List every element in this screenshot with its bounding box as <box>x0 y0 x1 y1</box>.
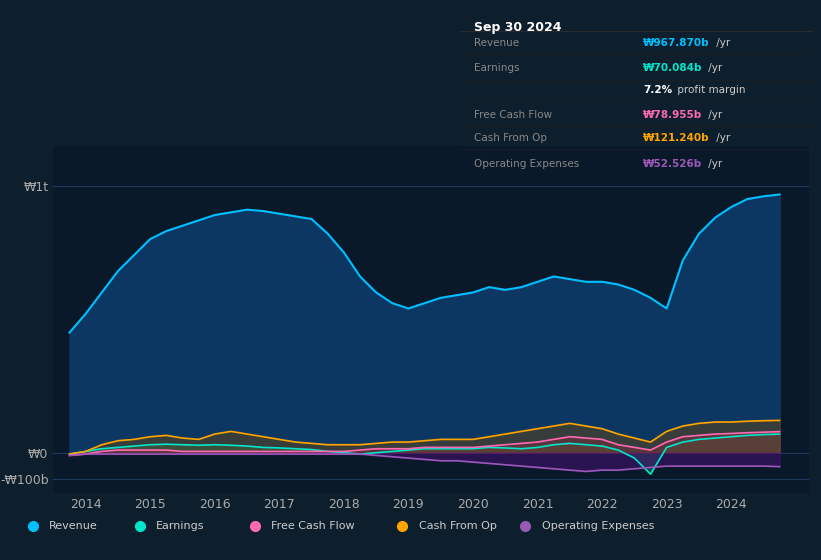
Text: Cash From Op: Cash From Op <box>419 521 497 531</box>
Text: Cash From Op: Cash From Op <box>474 133 547 143</box>
Text: /yr: /yr <box>705 110 722 120</box>
Text: ₩121.240b: ₩121.240b <box>644 133 710 143</box>
Text: /yr: /yr <box>713 133 731 143</box>
Text: Earnings: Earnings <box>156 521 204 531</box>
Text: Free Cash Flow: Free Cash Flow <box>271 521 355 531</box>
Text: /yr: /yr <box>705 63 722 73</box>
Text: 7.2%: 7.2% <box>644 85 672 95</box>
Text: /yr: /yr <box>713 38 731 48</box>
Text: Earnings: Earnings <box>474 63 520 73</box>
Text: Sep 30 2024: Sep 30 2024 <box>474 21 562 34</box>
Text: ₩967.870b: ₩967.870b <box>644 38 710 48</box>
Text: /yr: /yr <box>705 158 722 169</box>
Text: Free Cash Flow: Free Cash Flow <box>474 110 552 120</box>
Text: ₩52.526b: ₩52.526b <box>644 158 703 169</box>
Text: Revenue: Revenue <box>49 521 98 531</box>
Text: ₩78.955b: ₩78.955b <box>644 110 703 120</box>
Text: ₩70.084b: ₩70.084b <box>644 63 703 73</box>
Text: profit margin: profit margin <box>674 85 746 95</box>
Text: Operating Expenses: Operating Expenses <box>542 521 654 531</box>
Text: Revenue: Revenue <box>474 38 519 48</box>
Text: Operating Expenses: Operating Expenses <box>474 158 579 169</box>
